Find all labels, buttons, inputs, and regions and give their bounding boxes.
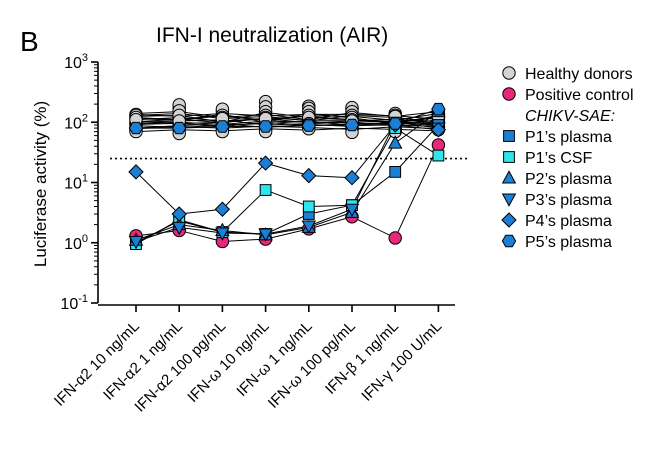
legend-series-marker [501,170,517,184]
healthy-donor-line [135,125,439,130]
patient-point [387,135,403,149]
legend-series-marker [503,130,515,142]
patient-point [344,170,360,186]
y-axis-label: Luciferase activity (%) [31,101,50,267]
patient-point [128,121,144,135]
patient-point [172,121,187,135]
patient-point [215,227,230,241]
healthy-donor-line [135,121,439,128]
legend-group-label: CHIKV-SAE: [525,108,615,125]
legend-series-label: P1’s CSF [525,150,593,167]
patient-point [389,165,402,178]
legend-positive-control-marker [502,87,516,101]
chart-title: IFN-I neutralization (AIR) [156,24,388,47]
patient-point [171,206,187,222]
healthy-donor-line [135,116,439,124]
patient-point [430,122,447,138]
series-line [135,144,439,242]
series-line [135,124,439,215]
patient-point [257,155,274,171]
patient-point [258,228,273,242]
x-tick-label: IFN-ω 1 ng/mL [233,318,315,400]
patient-point [301,167,317,184]
legend-series-marker [503,151,515,163]
legend-series-label: P2’s plasma [525,171,612,188]
patient-point [215,120,230,133]
patient-point [259,184,272,196]
series-line [135,111,439,241]
patient-point [301,119,316,132]
series-line [135,124,439,244]
legend-healthy-donors-label: Healthy donors [525,66,633,83]
legend-series-marker [501,234,517,248]
legend-series-marker [501,212,517,228]
panel-label: B [20,26,39,57]
patient-point [128,164,144,180]
y-tick-label: 100 [64,233,88,253]
patient-point [431,102,446,116]
patient-point [214,201,231,217]
patient-point [128,235,144,250]
y-tick-label: 10-1 [60,293,88,313]
patient-point [171,221,187,236]
legend-positive-control-label: Positive control [525,87,634,104]
series-line [135,121,439,242]
patient-point [344,203,360,218]
positive-control-point [388,231,402,245]
positive-control-point [431,138,446,152]
x-tick-label: IFN-γ 100 U/mL [358,318,445,405]
legend-series-label: P1’s plasma [525,129,612,146]
healthy-donor-line [135,112,439,120]
legend-series-label: P4’s plasma [525,213,612,230]
y-tick-label: 102 [64,112,88,132]
y-tick-label: 101 [64,173,88,193]
legend-series-marker [501,193,517,207]
patient-point [388,117,403,130]
series-line [136,108,439,129]
patient-point [344,118,360,132]
legend-healthy-donors-marker [502,66,516,80]
legend-series-label: P3’s plasma [525,192,612,209]
y-tick-label: 103 [64,52,88,72]
legend-series-label: P5’s plasma [525,234,612,251]
patient-point [302,200,315,213]
healthy-donor-line [135,127,439,133]
patient-point [258,120,273,133]
patient-point [301,220,317,234]
patient-point [432,149,445,162]
